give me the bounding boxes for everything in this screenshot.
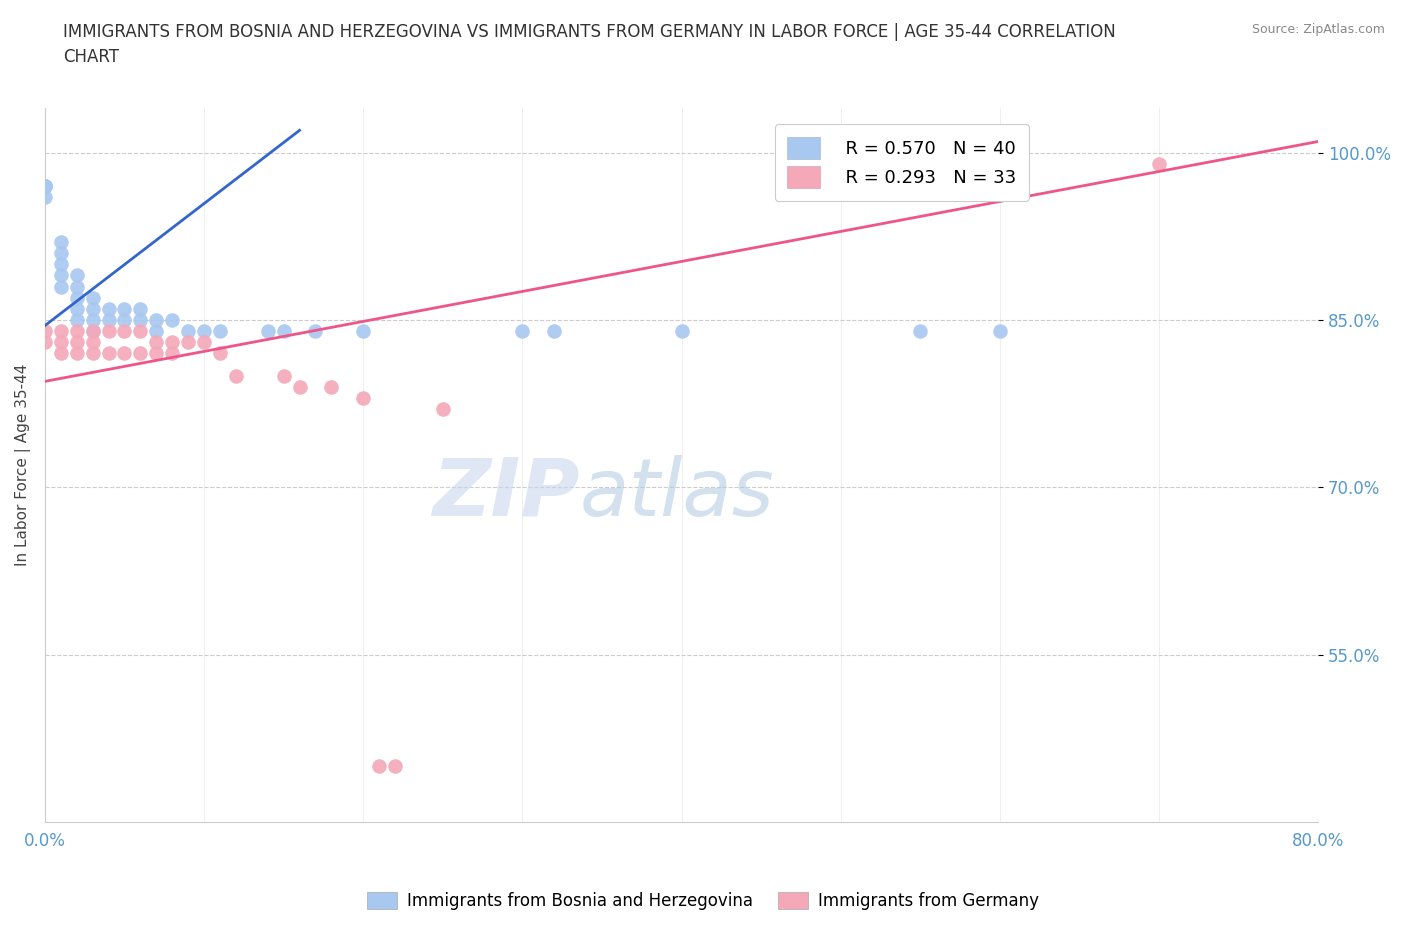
- Point: [671, 324, 693, 339]
- Point: [193, 335, 215, 350]
- Point: [432, 402, 454, 417]
- Point: [66, 290, 89, 305]
- Y-axis label: In Labor Force | Age 35-44: In Labor Force | Age 35-44: [15, 364, 31, 566]
- Point: [97, 312, 120, 327]
- Point: [66, 335, 89, 350]
- Point: [49, 268, 72, 283]
- Point: [34, 190, 56, 205]
- Point: [49, 279, 72, 294]
- Point: [129, 301, 152, 316]
- Point: [49, 346, 72, 361]
- Point: [304, 324, 326, 339]
- Point: [82, 290, 104, 305]
- Point: [910, 324, 932, 339]
- Legend: Immigrants from Bosnia and Herzegovina, Immigrants from Germany: Immigrants from Bosnia and Herzegovina, …: [360, 885, 1046, 917]
- Text: atlas: atlas: [579, 455, 775, 533]
- Point: [193, 324, 215, 339]
- Point: [66, 301, 89, 316]
- Point: [97, 346, 120, 361]
- Point: [82, 312, 104, 327]
- Point: [82, 346, 104, 361]
- Point: [49, 246, 72, 260]
- Point: [177, 324, 200, 339]
- Point: [160, 312, 183, 327]
- Point: [145, 346, 167, 361]
- Point: [114, 324, 136, 339]
- Point: [114, 312, 136, 327]
- Point: [114, 346, 136, 361]
- Point: [145, 335, 167, 350]
- Point: [145, 312, 167, 327]
- Point: [34, 179, 56, 193]
- Text: IMMIGRANTS FROM BOSNIA AND HERZEGOVINA VS IMMIGRANTS FROM GERMANY IN LABOR FORCE: IMMIGRANTS FROM BOSNIA AND HERZEGOVINA V…: [63, 23, 1116, 66]
- Point: [129, 346, 152, 361]
- Point: [145, 324, 167, 339]
- Point: [34, 179, 56, 193]
- Point: [97, 324, 120, 339]
- Point: [256, 324, 278, 339]
- Point: [49, 335, 72, 350]
- Point: [225, 368, 247, 383]
- Point: [66, 312, 89, 327]
- Point: [66, 279, 89, 294]
- Point: [34, 324, 56, 339]
- Point: [129, 324, 152, 339]
- Point: [352, 391, 374, 405]
- Point: [34, 179, 56, 193]
- Point: [208, 346, 231, 361]
- Text: Source: ZipAtlas.com: Source: ZipAtlas.com: [1251, 23, 1385, 36]
- Point: [82, 335, 104, 350]
- Point: [82, 324, 104, 339]
- Point: [543, 324, 565, 339]
- Point: [82, 301, 104, 316]
- Legend:   R = 0.570   N = 40,   R = 0.293   N = 33: R = 0.570 N = 40, R = 0.293 N = 33: [775, 125, 1029, 201]
- Point: [273, 324, 295, 339]
- Point: [114, 301, 136, 316]
- Point: [1147, 156, 1170, 171]
- Point: [66, 324, 89, 339]
- Point: [97, 301, 120, 316]
- Point: [49, 234, 72, 249]
- Point: [160, 335, 183, 350]
- Point: [273, 368, 295, 383]
- Point: [82, 324, 104, 339]
- Point: [321, 379, 343, 394]
- Point: [368, 759, 391, 774]
- Point: [49, 324, 72, 339]
- Point: [384, 759, 406, 774]
- Point: [66, 268, 89, 283]
- Point: [208, 324, 231, 339]
- Point: [160, 346, 183, 361]
- Point: [177, 335, 200, 350]
- Point: [288, 379, 311, 394]
- Point: [988, 324, 1011, 339]
- Point: [34, 335, 56, 350]
- Point: [34, 179, 56, 193]
- Text: ZIP: ZIP: [432, 455, 579, 533]
- Point: [352, 324, 374, 339]
- Point: [66, 346, 89, 361]
- Point: [49, 257, 72, 272]
- Point: [512, 324, 534, 339]
- Point: [129, 312, 152, 327]
